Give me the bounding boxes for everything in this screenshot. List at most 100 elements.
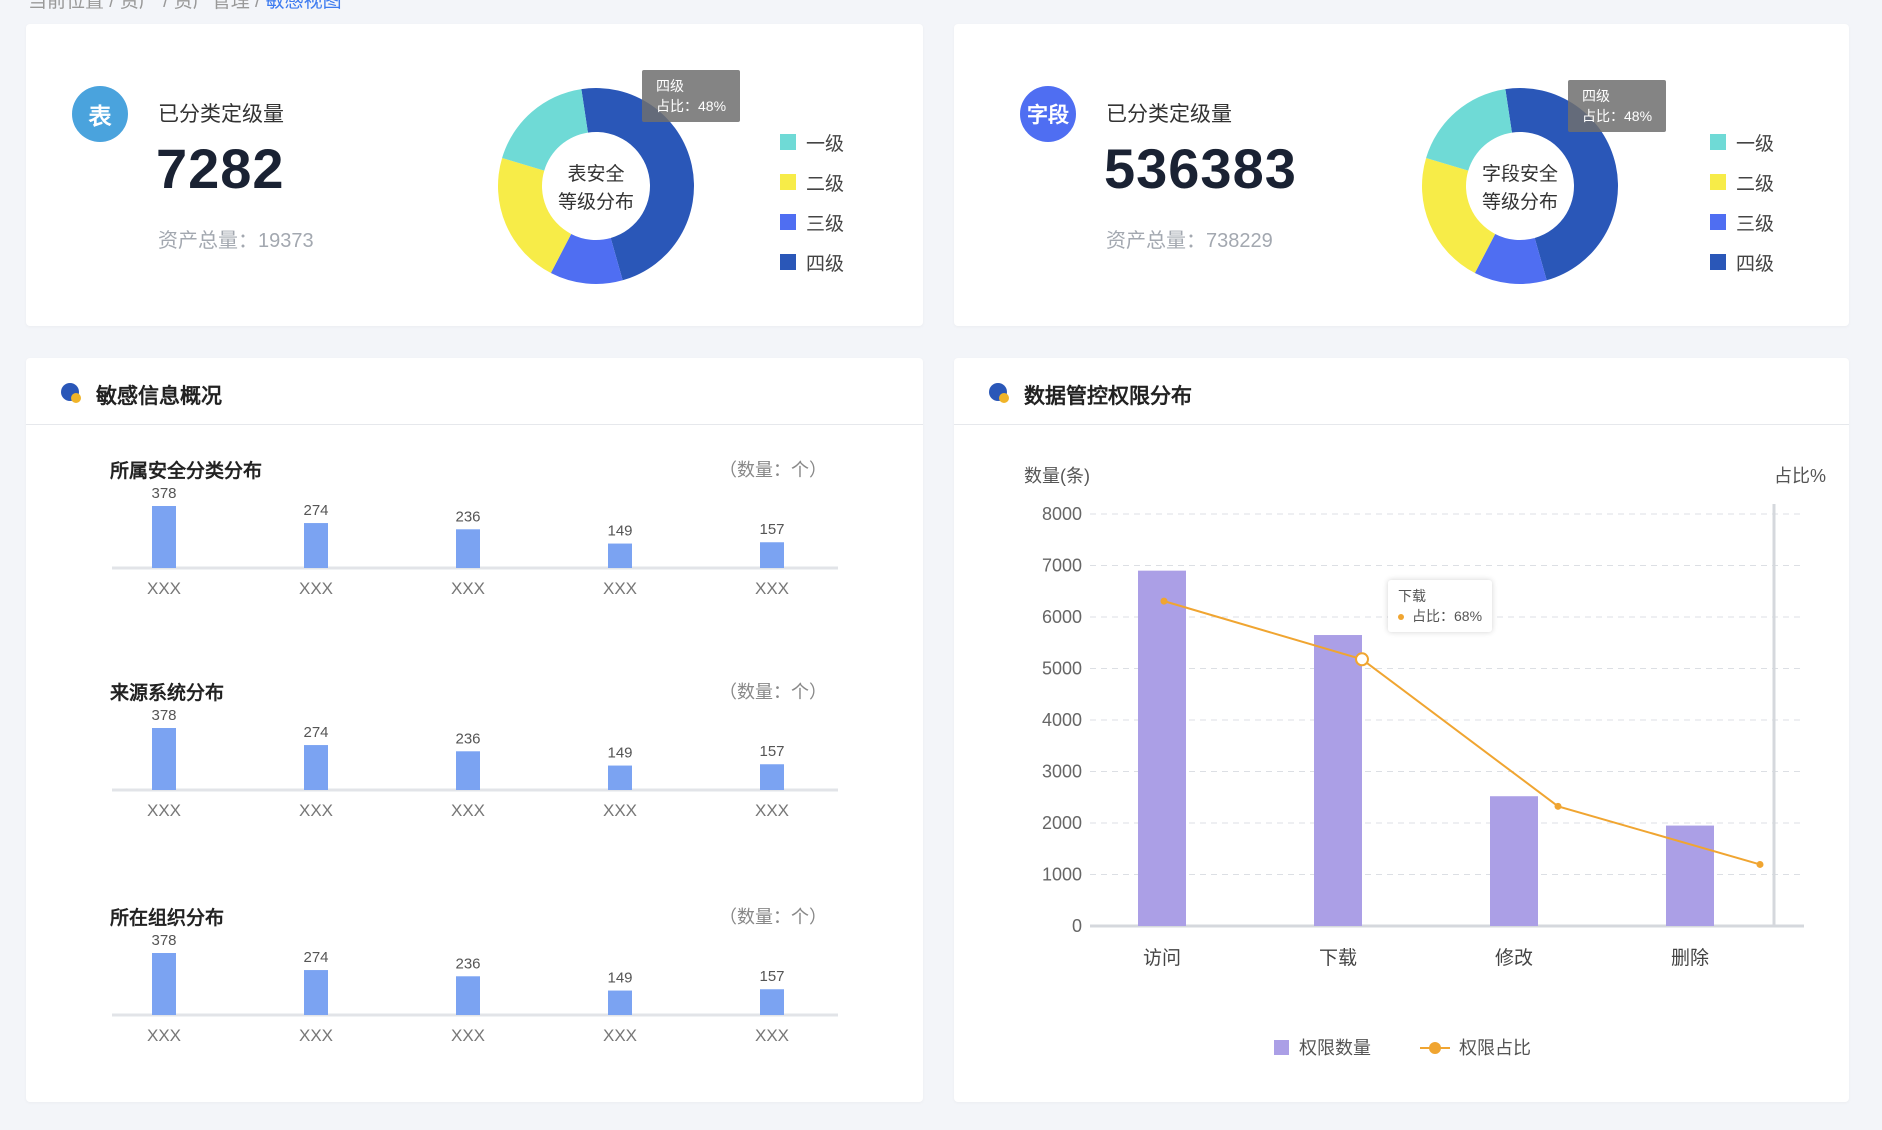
classified-count-label: 已分类定级量 [158,103,284,126]
category-label: XXX [451,1026,485,1045]
tooltip-title: 下载 [1398,588,1426,604]
chart-unit: （数量：个） [719,460,827,480]
classified-count-value: 7282 [156,137,285,200]
y-tick-label: 0 [1072,916,1082,936]
section-title: 敏感信息概况 [96,385,222,408]
category-label: XXX [299,579,333,598]
line-point-active[interactable] [1355,652,1369,667]
line-point[interactable] [1160,597,1168,605]
ratio-line [1163,600,1761,866]
chart-title: 所在组织分布 [110,908,225,929]
legend-swatch [1710,174,1726,190]
bar-value-label: 157 [759,968,784,985]
legend-label: 权限数量 [1299,1038,1371,1058]
y-tick-label: 2000 [1042,813,1082,833]
legend-item[interactable]: 三级 [1710,202,1774,242]
legend-item[interactable]: 二级 [780,162,844,202]
bar[interactable] [304,970,328,1015]
breadcrumb-item[interactable]: 资产管理 [173,0,250,12]
legend-item[interactable]: 二级 [1710,162,1774,202]
legend-item[interactable]: 四级 [1710,242,1774,282]
y-tick-label: 7000 [1042,556,1082,576]
bar[interactable] [456,529,480,568]
bar[interactable] [608,990,632,1015]
donut-legend: 一级 二级 三级 四级 [780,122,844,282]
bar[interactable] [456,751,480,790]
bar[interactable] [760,764,784,790]
bar-value-label: 378 [151,486,176,502]
donut-center-label: 字段安全 [1482,163,1558,185]
bar-value-label: 274 [303,949,328,966]
donut-slice-一级[interactable] [502,89,588,171]
donut-slice-三级[interactable] [550,233,623,284]
y-axis-right-title: 占比% [1774,466,1826,486]
breadcrumb-item[interactable]: 当前位置 [28,0,105,12]
donut-slice-三级[interactable] [1474,233,1547,284]
tooltip-title: 四级 [656,78,684,94]
permission-combo-chart[interactable]: 数量(条) 占比% 0 1000 2000 3000 4000 5000 6000 7000 800… [954,424,1849,1102]
bar-value-label: 378 [151,708,176,724]
bar[interactable] [760,989,784,1015]
bar-修改[interactable] [1490,796,1538,926]
bar-value-label: 157 [759,743,784,760]
bar[interactable] [152,728,176,790]
legend-item[interactable]: 一级 [780,122,844,162]
classified-count-value: 536383 [1104,137,1297,200]
table-classification-card: 表 已分类定级量 7282 资产总量：19373 表安全 等级分布 四级 占比：4… [26,24,923,326]
donut-slice-四级[interactable] [1505,88,1618,281]
category-label: XXX [755,579,789,598]
category-label: XXX [603,579,637,598]
category-label: XXX [147,801,181,820]
mini-bar-chart: 378 XXX 274 XXX 236 XXX 149 XXX 157 XXX [112,708,838,820]
mini-bar-chart: 378 XXX 274 XXX 236 XXX 149 XXX 157 XXX [112,933,838,1045]
bar[interactable] [608,765,632,790]
line-point[interactable] [1554,802,1562,810]
category-label: XXX [299,1026,333,1045]
bar[interactable] [152,953,176,1015]
donut-slice-四级[interactable] [581,88,694,281]
section-title: 数据管控权限分布 [1024,385,1192,408]
bar[interactable] [304,523,328,568]
bar-value-label: 149 [607,745,632,762]
table-avatar-icon: 表 [72,86,128,142]
chart-unit: （数量：个） [719,682,827,702]
mini-bar-chart: 378 XXX 274 XXX 236 XXX 149 XXX 157 XXX [112,486,838,598]
tooltip-value: 占比：68% [1398,606,1482,626]
bar-删除[interactable] [1666,825,1714,926]
bar-value-label: 149 [607,523,632,540]
legend-point [1429,1042,1441,1054]
legend-item[interactable]: 三级 [780,202,844,242]
bar[interactable] [760,542,784,568]
category-label: XXX [451,579,485,598]
donut-center-label: 表安全 [567,163,624,185]
legend-item[interactable]: 四级 [780,242,844,282]
bar-value-label: 378 [151,933,176,949]
category-label: XXX [755,801,789,820]
donut-slice-二级[interactable] [498,157,572,274]
bar-访问[interactable] [1138,570,1186,926]
y-axis-title: 数量(条) [1024,466,1090,486]
donut-center-label: 等级分布 [1482,191,1558,213]
bar-value-label: 157 [759,521,784,538]
bar-下载[interactable] [1314,635,1362,926]
line-point[interactable] [1756,860,1764,868]
category-label: XXX [755,1026,789,1045]
tooltip-title: 四级 [1582,88,1610,104]
donut-slice-一级[interactable] [1426,89,1512,171]
sensitive-info-card: 敏感信息概况 所属安全分类分布 （数量：个） 378 XXX 274 XXX 236 XX… [26,358,923,1102]
tooltip-value: 占比：48% [1582,108,1653,124]
category-label: XXX [147,579,181,598]
bar[interactable] [152,506,176,568]
bar-value-label: 274 [303,502,328,519]
bar[interactable] [456,976,480,1015]
y-tick-label: 4000 [1042,710,1082,730]
bar[interactable] [608,543,632,568]
breadcrumb-item[interactable]: 资产 [119,0,158,12]
legend-item[interactable]: 一级 [1710,122,1774,162]
bar[interactable] [304,745,328,790]
legend-swatch [780,214,796,230]
legend-swatch [1710,134,1726,150]
donut-slice-二级[interactable] [1422,157,1496,274]
